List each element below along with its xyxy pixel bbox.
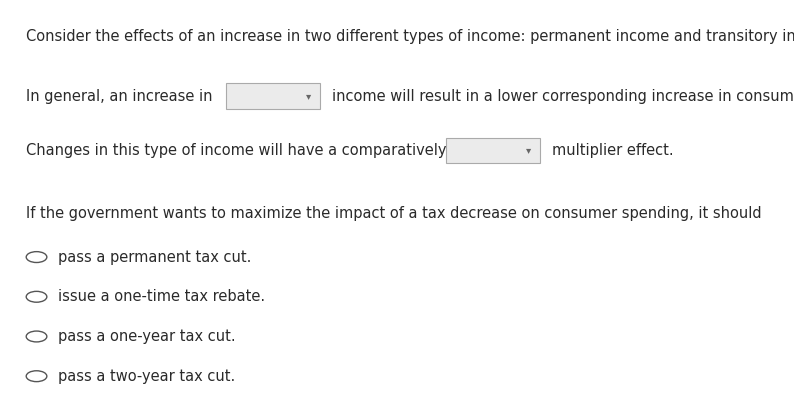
- Text: issue a one-time tax rebate.: issue a one-time tax rebate.: [58, 289, 265, 304]
- Text: pass a one-year tax cut.: pass a one-year tax cut.: [58, 329, 236, 344]
- FancyBboxPatch shape: [446, 138, 540, 163]
- Text: ▾: ▾: [526, 145, 531, 155]
- Text: income will result in a lower corresponding increase in consumption.: income will result in a lower correspond…: [332, 89, 794, 104]
- Circle shape: [26, 331, 47, 342]
- Circle shape: [26, 291, 47, 302]
- Text: multiplier effect.: multiplier effect.: [552, 143, 673, 158]
- Text: Consider the effects of an increase in two different types of income: permanent : Consider the effects of an increase in t…: [26, 29, 794, 44]
- Circle shape: [26, 252, 47, 263]
- Text: ▾: ▾: [306, 91, 311, 101]
- Text: If the government wants to maximize the impact of a tax decrease on consumer spe: If the government wants to maximize the …: [26, 206, 761, 221]
- Text: pass a two-year tax cut.: pass a two-year tax cut.: [58, 369, 235, 384]
- Text: In general, an increase in: In general, an increase in: [26, 89, 213, 104]
- Circle shape: [26, 371, 47, 382]
- Text: Changes in this type of income will have a comparatively: Changes in this type of income will have…: [26, 143, 447, 158]
- Text: pass a permanent tax cut.: pass a permanent tax cut.: [58, 250, 252, 265]
- FancyBboxPatch shape: [226, 83, 320, 109]
